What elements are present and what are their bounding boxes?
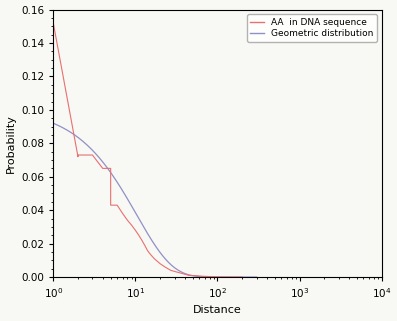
AA  in DNA sequence bbox=[51, 21, 56, 25]
AA  in DNA sequence bbox=[158, 262, 162, 265]
Y-axis label: Probability: Probability bbox=[6, 114, 15, 173]
AA  in DNA sequence bbox=[129, 223, 134, 227]
AA  in DNA sequence bbox=[75, 155, 80, 159]
AA  in DNA sequence bbox=[108, 167, 113, 170]
Legend: AA  in DNA sequence, Geometric distribution: AA in DNA sequence, Geometric distributi… bbox=[247, 14, 377, 42]
AA  in DNA sequence bbox=[163, 265, 168, 269]
AA  in DNA sequence bbox=[215, 275, 220, 279]
AA  in DNA sequence bbox=[90, 153, 95, 157]
Geometric distribution bbox=[51, 121, 56, 125]
AA  in DNA sequence bbox=[194, 274, 198, 278]
AA  in DNA sequence bbox=[174, 270, 179, 274]
X-axis label: Distance: Distance bbox=[193, 306, 242, 316]
AA  in DNA sequence bbox=[115, 203, 119, 207]
AA  in DNA sequence bbox=[75, 153, 80, 157]
AA  in DNA sequence bbox=[143, 243, 147, 247]
AA  in DNA sequence bbox=[108, 203, 113, 207]
AA  in DNA sequence bbox=[152, 257, 157, 261]
AA  in DNA sequence bbox=[224, 275, 229, 279]
AA  in DNA sequence bbox=[51, 21, 56, 25]
AA  in DNA sequence bbox=[232, 275, 237, 279]
AA  in DNA sequence bbox=[145, 248, 150, 252]
AA  in DNA sequence bbox=[100, 167, 105, 170]
Line: Geometric distribution: Geometric distribution bbox=[53, 123, 256, 277]
AA  in DNA sequence bbox=[181, 272, 185, 276]
Geometric distribution bbox=[143, 228, 148, 232]
AA  in DNA sequence bbox=[137, 233, 141, 237]
Geometric distribution bbox=[204, 275, 209, 279]
AA  in DNA sequence bbox=[168, 268, 173, 272]
Geometric distribution bbox=[254, 275, 259, 279]
AA  in DNA sequence bbox=[147, 252, 152, 256]
Geometric distribution bbox=[87, 145, 92, 149]
AA  in DNA sequence bbox=[187, 273, 191, 277]
AA  in DNA sequence bbox=[207, 275, 212, 279]
Line: AA  in DNA sequence: AA in DNA sequence bbox=[53, 23, 242, 277]
AA  in DNA sequence bbox=[139, 239, 144, 242]
Geometric distribution bbox=[187, 273, 191, 277]
AA  in DNA sequence bbox=[133, 228, 138, 232]
AA  in DNA sequence bbox=[120, 212, 125, 215]
Geometric distribution bbox=[171, 265, 175, 268]
AA  in DNA sequence bbox=[240, 275, 245, 279]
Geometric distribution bbox=[103, 164, 108, 168]
AA  in DNA sequence bbox=[125, 218, 130, 222]
AA  in DNA sequence bbox=[200, 274, 204, 278]
AA  in DNA sequence bbox=[90, 153, 95, 157]
